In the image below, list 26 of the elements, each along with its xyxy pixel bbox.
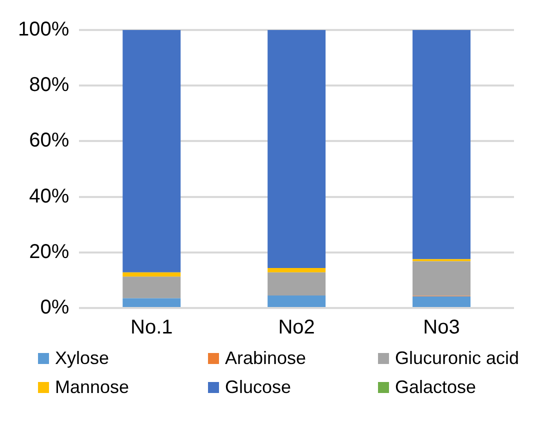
- y-tick-label: 100%: [18, 18, 70, 41]
- y-tick-label: 40%: [29, 185, 70, 208]
- legend-label: Glucose: [225, 377, 292, 398]
- bar: [122, 298, 181, 307]
- y-tick-label: 80%: [29, 74, 70, 96]
- x-tick-label: No.1: [130, 316, 173, 339]
- bar: [412, 261, 471, 296]
- y-tick-label: 0%: [40, 296, 70, 319]
- bar: [412, 296, 471, 307]
- legend-label: Xylose: [55, 348, 110, 369]
- bar: [268, 295, 326, 307]
- legend-label: Arabinose: [225, 348, 306, 369]
- bar: [268, 268, 326, 272]
- legend-label: Glucuronic acid: [395, 348, 520, 369]
- bar: [122, 272, 181, 277]
- bar: [412, 30, 471, 260]
- y-tick-label: 60%: [29, 130, 70, 152]
- bar: [268, 30, 326, 268]
- x-tick-label: No3: [423, 316, 460, 339]
- legend-label: Mannose: [55, 377, 130, 398]
- x-tick-label: No2: [278, 316, 315, 339]
- legend-label: Galactose: [395, 377, 476, 398]
- bar: [122, 276, 181, 298]
- bar: [268, 272, 326, 296]
- bar: [122, 30, 181, 272]
- y-tick-label: 20%: [29, 240, 70, 263]
